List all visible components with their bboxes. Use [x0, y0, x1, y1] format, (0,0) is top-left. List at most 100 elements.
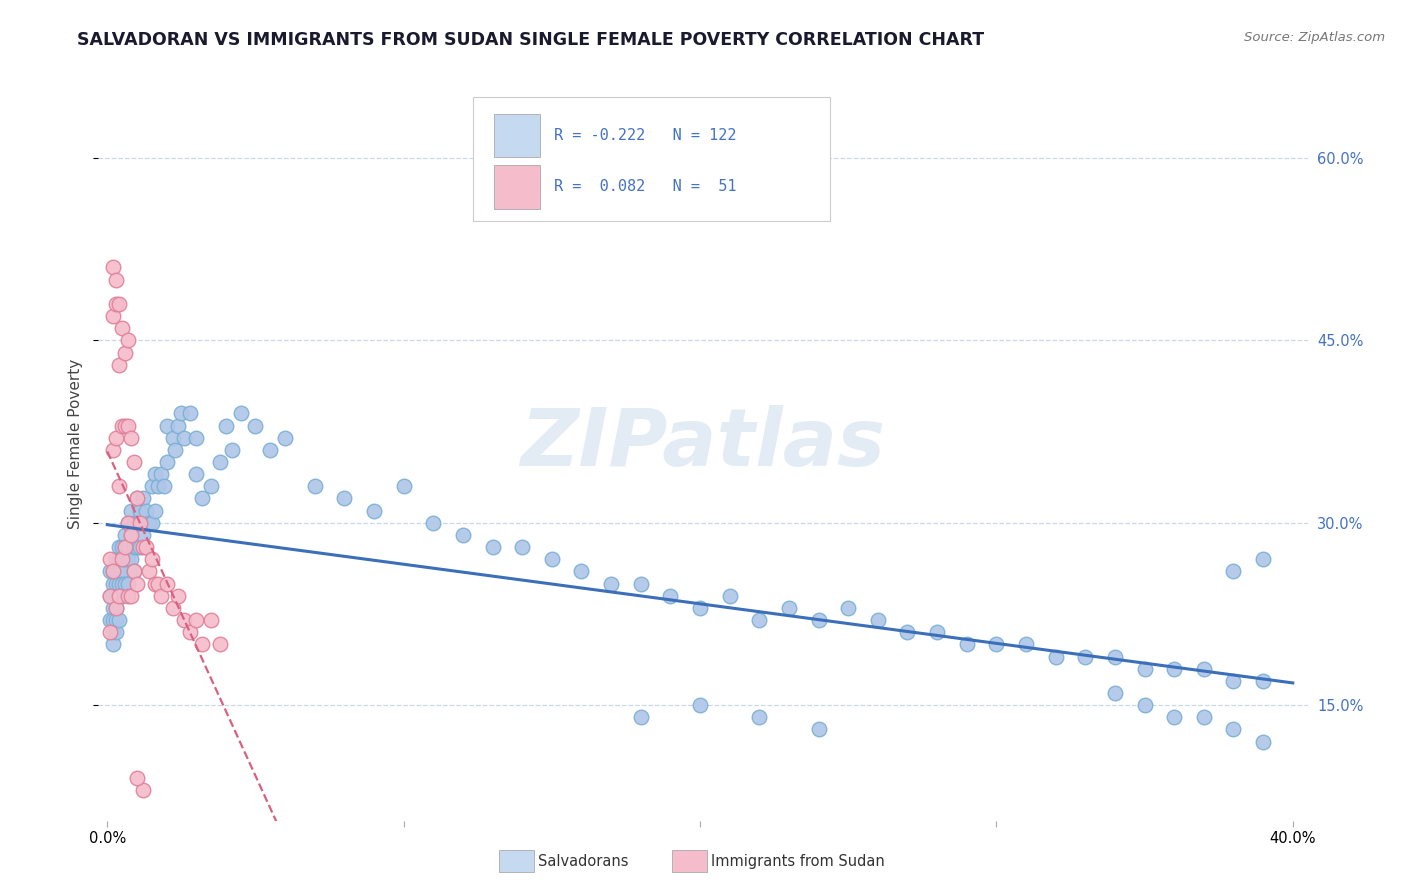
Point — [108, 479, 131, 493]
Point — [571, 565, 593, 579]
Point — [149, 467, 172, 482]
Point — [103, 565, 125, 579]
Point — [125, 771, 148, 785]
Text: SALVADORAN VS IMMIGRANTS FROM SUDAN SINGLE FEMALE POVERTY CORRELATION CHART: SALVADORAN VS IMMIGRANTS FROM SUDAN SING… — [77, 31, 984, 49]
Point — [1163, 662, 1185, 676]
Point — [114, 552, 136, 566]
Point — [120, 503, 142, 517]
Point — [600, 576, 623, 591]
Point — [105, 273, 128, 287]
Point — [135, 503, 157, 517]
Point — [108, 540, 131, 554]
Point — [630, 576, 652, 591]
Point — [129, 516, 152, 530]
Point — [956, 637, 979, 651]
Point — [108, 552, 131, 566]
Text: ZIPatlas: ZIPatlas — [520, 405, 886, 483]
Point — [718, 589, 741, 603]
Text: Source: ZipAtlas.com: Source: ZipAtlas.com — [1244, 31, 1385, 45]
Point — [748, 613, 770, 627]
Point — [125, 576, 148, 591]
Point — [111, 418, 134, 433]
Point — [191, 637, 214, 651]
Point — [689, 698, 711, 713]
Point — [304, 479, 326, 493]
Point — [141, 552, 163, 566]
Point — [111, 576, 134, 591]
Point — [630, 710, 652, 724]
Point — [165, 442, 187, 457]
Point — [108, 297, 131, 311]
Point — [1251, 552, 1274, 566]
Point — [111, 321, 134, 335]
Point — [162, 431, 184, 445]
Point — [149, 589, 172, 603]
Point — [129, 503, 152, 517]
Point — [179, 625, 201, 640]
Point — [103, 565, 125, 579]
Point — [108, 358, 131, 372]
Point — [120, 589, 142, 603]
Point — [259, 442, 281, 457]
Point — [122, 540, 145, 554]
Point — [114, 345, 136, 359]
Point — [120, 431, 142, 445]
Point — [510, 540, 533, 554]
Point — [146, 576, 169, 591]
Point — [896, 625, 918, 640]
Point — [422, 516, 444, 530]
Text: R =  0.082   N =  51: R = 0.082 N = 51 — [554, 179, 737, 194]
Point — [111, 540, 134, 554]
Point — [155, 455, 177, 469]
Point — [200, 479, 222, 493]
Point — [451, 528, 474, 542]
Point — [114, 540, 136, 554]
Point — [98, 589, 121, 603]
Point — [186, 613, 208, 627]
Point — [167, 589, 190, 603]
Point — [105, 297, 128, 311]
Point — [152, 479, 174, 493]
Point — [117, 540, 139, 554]
Point — [120, 552, 142, 566]
Point — [143, 576, 166, 591]
Point — [111, 589, 134, 603]
Point — [135, 540, 157, 554]
Point — [105, 613, 128, 627]
Point — [117, 576, 139, 591]
Text: Immigrants from Sudan: Immigrants from Sudan — [711, 855, 886, 869]
Point — [98, 589, 121, 603]
Point — [1222, 723, 1244, 737]
Point — [122, 565, 145, 579]
Point — [114, 540, 136, 554]
Point — [108, 576, 131, 591]
Point — [122, 516, 145, 530]
Point — [146, 479, 169, 493]
Point — [105, 431, 128, 445]
Point — [173, 431, 195, 445]
Point — [208, 637, 231, 651]
Point — [392, 479, 415, 493]
Point — [143, 467, 166, 482]
Point — [132, 540, 155, 554]
Point — [98, 565, 121, 579]
Point — [333, 491, 356, 506]
Point — [122, 455, 145, 469]
Y-axis label: Single Female Poverty: Single Female Poverty — [67, 359, 83, 529]
Point — [540, 552, 562, 566]
Point — [778, 600, 800, 615]
Point — [129, 540, 152, 554]
Point — [103, 576, 125, 591]
Point — [108, 589, 131, 603]
Point — [103, 600, 125, 615]
Point — [125, 491, 148, 506]
Point — [98, 613, 121, 627]
Point — [125, 491, 148, 506]
Point — [689, 600, 711, 615]
Point — [132, 528, 155, 542]
Point — [215, 418, 238, 433]
Point — [108, 589, 131, 603]
Point — [103, 625, 125, 640]
Point — [1163, 710, 1185, 724]
Point — [105, 600, 128, 615]
